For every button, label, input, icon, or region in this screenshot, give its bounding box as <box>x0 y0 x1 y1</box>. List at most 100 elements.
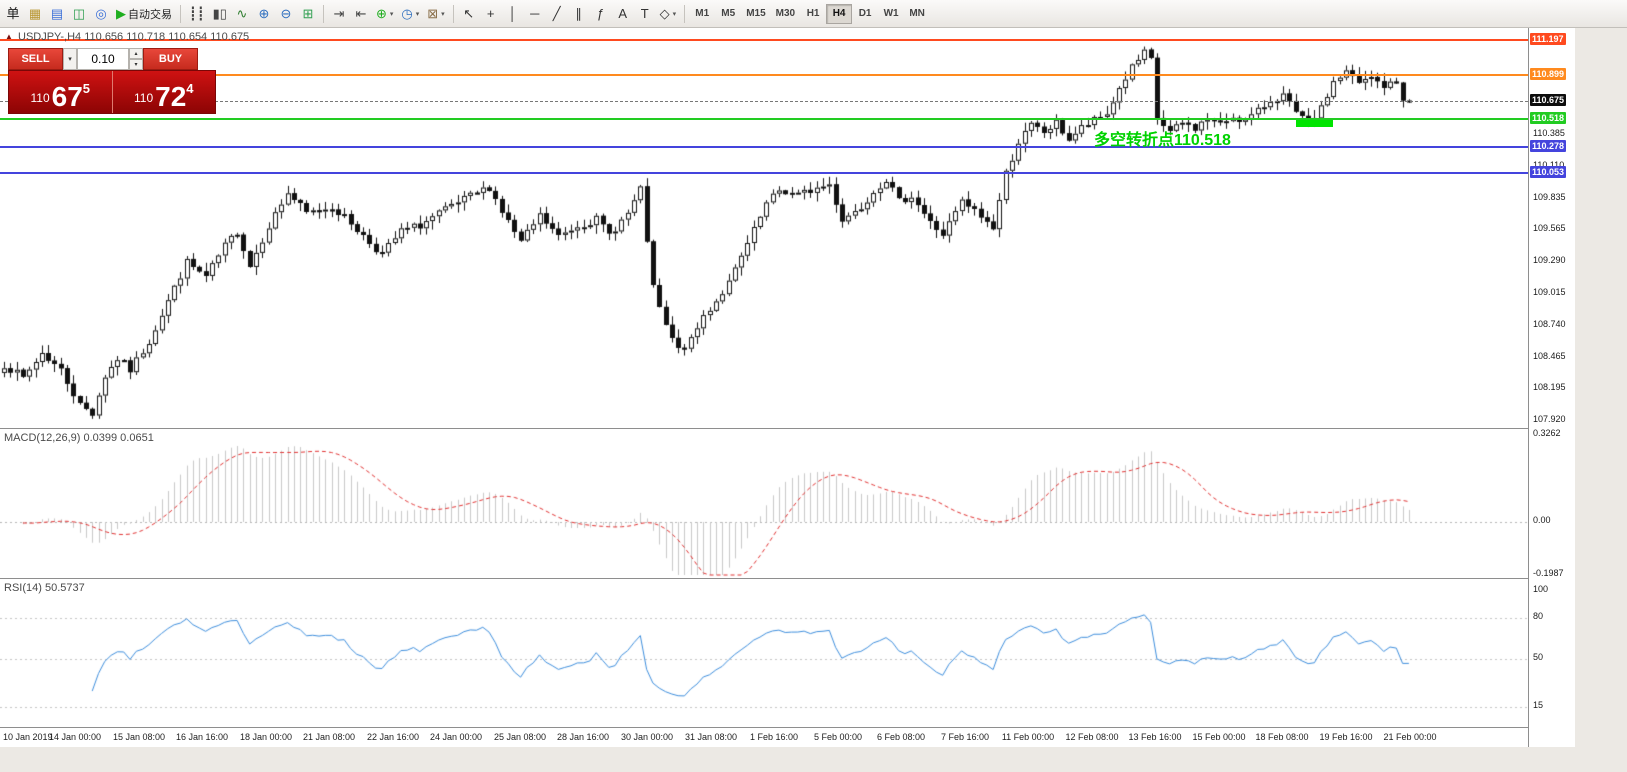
macd-canvas[interactable] <box>0 429 1528 578</box>
indicators-icon[interactable]: ⊕ ▾ <box>372 3 397 25</box>
time-axis-label: 14 Jan 00:00 <box>48 732 102 742</box>
price-level-line[interactable] <box>0 74 1528 76</box>
timeframe-w1-button[interactable]: W1 <box>878 4 904 24</box>
toolbar: 单 ▦ ▤ ◫ ◎ ▶ 自动交易 ┋┋ ▮▯ ∿ ⊕ ⊖ ⊞ ⇥ ⇤ ⊕ ▾ ◷ ▾ ⊠ ▾ ↖ + │ ─ ╱ ∥ ƒ A T ◇ ▾ M1 M… <box>0 0 1627 28</box>
chevron-down-icon: ▾ <box>389 10 394 18</box>
rsi-axis-label: 80 <box>1533 611 1544 621</box>
candle-chart-icon: ▮▯ <box>212 6 227 21</box>
toolbar-separator <box>180 4 181 23</box>
price-level-line[interactable] <box>0 172 1528 174</box>
templates-icon[interactable]: ⊠ ▾ <box>423 3 448 25</box>
highlight-marker[interactable] <box>1296 120 1333 127</box>
arrows-icon[interactable]: T <box>634 3 656 25</box>
chart-shift-icon[interactable]: ⇤ <box>350 3 372 25</box>
line-chart-icon[interactable]: ∿ <box>231 3 253 25</box>
buy-button[interactable]: BUY <box>143 48 198 70</box>
rsi-indicator-pane: RSI(14) 50.5737 <box>0 578 1528 727</box>
order-options-dropdown[interactable]: ▾ <box>63 48 77 70</box>
trendline-icon[interactable]: ╱ <box>546 3 568 25</box>
timeframe-m5-button[interactable]: M5 <box>715 4 741 24</box>
price-chart-canvas[interactable] <box>0 28 1528 428</box>
vertical-line-icon: │ <box>508 6 517 21</box>
macd-axis-label: 0.00 <box>1533 515 1551 525</box>
timeframe-m15-button[interactable]: M15 <box>741 4 770 24</box>
auto-trading-button[interactable]: ▶ 自动交易 <box>112 3 176 25</box>
rsi-axis-label: 50 <box>1533 652 1544 662</box>
time-axis-label: 11 Feb 00:00 <box>1001 732 1055 742</box>
timeframe-m30-button[interactable]: M30 <box>771 4 800 24</box>
channel-icon[interactable]: ∥ <box>568 3 590 25</box>
market-watch-icon[interactable]: ◫ <box>68 3 90 25</box>
price-axis[interactable]: 110.385 110.110 109.835 109.565 109.290 109.0… <box>1528 28 1575 747</box>
time-axis-label: 16 Jan 16:00 <box>175 732 229 742</box>
bid-ask-display: 110 67 5 110 72 4 <box>8 70 216 114</box>
toolbar-separator <box>452 4 454 23</box>
profiles-icon[interactable]: ▤ <box>46 3 68 25</box>
timeframe-h4-button[interactable]: H4 <box>826 3 853 24</box>
time-axis-label: 13 Feb 16:00 <box>1128 732 1182 742</box>
sell-price[interactable]: 110 67 5 <box>9 71 112 113</box>
time-axis-label: 15 Jan 08:00 <box>112 732 166 742</box>
rsi-label: RSI(14) 50.5737 <box>4 582 85 594</box>
fibonacci-icon[interactable]: ƒ <box>590 3 612 25</box>
templates-icon: ⊠ <box>427 6 439 21</box>
zoom-in-icon[interactable]: ⊕ <box>253 3 275 25</box>
zoom-out-icon[interactable]: ⊖ <box>275 3 297 25</box>
timeframe-m1-button[interactable]: M1 <box>689 4 715 24</box>
price-divider <box>111 71 113 113</box>
crosshair-icon[interactable]: + <box>480 3 502 25</box>
periods-icon[interactable]: ◷ ▾ <box>397 3 423 25</box>
price-level-line[interactable] <box>0 146 1528 148</box>
price-level-label: 111.197 <box>1530 33 1566 45</box>
shapes-icon[interactable]: ◇ ▾ <box>656 3 681 25</box>
volume-up-button[interactable]: ▴ <box>129 48 143 59</box>
navigator-icon[interactable]: ◎ <box>90 3 112 25</box>
sell-button[interactable]: SELL <box>8 48 63 70</box>
one-click-trading-panel: SELL ▾ ▴ ▾ BUY 110 67 5 110 72 <box>8 48 216 114</box>
time-axis-label: 1 Feb 16:00 <box>749 732 799 742</box>
auto-trading-label: 自动交易 <box>128 8 172 21</box>
time-axis-label: 7 Feb 16:00 <box>940 732 990 742</box>
time-axis-label: 21 Jan 08:00 <box>302 732 356 742</box>
rsi-canvas[interactable] <box>0 579 1528 727</box>
price-level-label: 110.053 <box>1530 166 1567 178</box>
auto-scroll-icon[interactable]: ⇥ <box>328 3 350 25</box>
bar-chart-icon: ┋┋ <box>189 6 205 21</box>
time-axis-label: 19 Feb 16:00 <box>1319 732 1373 742</box>
macd-axis-label: -0.1987 <box>1533 568 1564 578</box>
chevron-down-icon: ▾ <box>68 56 72 63</box>
price-level-line[interactable] <box>0 39 1528 41</box>
text-icon[interactable]: A <box>612 3 634 25</box>
price-tick-label: 110.385 <box>1533 128 1565 138</box>
fibonacci-icon: ƒ <box>597 6 605 21</box>
new-chart-icon[interactable]: ▦ <box>24 3 46 25</box>
volume-input[interactable] <box>77 48 129 70</box>
navigator-icon: ◎ <box>95 6 107 21</box>
price-level-line[interactable] <box>0 118 1528 120</box>
cursor-icon[interactable]: ↖ <box>458 3 480 25</box>
bar-chart-icon[interactable]: ┋┋ <box>185 3 209 25</box>
new-order-button[interactable]: 单 <box>2 3 24 25</box>
time-axis[interactable]: 10 Jan 2019 14 Jan 00:00 15 Jan 08:00 16 Ja… <box>0 727 1528 747</box>
price-tick-label: 110.110 <box>1533 160 1565 170</box>
toolbar-separator <box>322 4 324 23</box>
price-tick-label: 108.195 <box>1533 382 1566 392</box>
volume-down-button[interactable]: ▾ <box>129 59 143 70</box>
timeframe-h1-button[interactable]: H1 <box>800 4 826 24</box>
arrows-icon: T <box>640 6 649 21</box>
buy-price[interactable]: 110 72 4 <box>113 71 216 113</box>
cursor-icon: ↖ <box>463 6 475 21</box>
right-filler <box>1575 28 1627 772</box>
time-axis-label: 5 Feb 00:00 <box>813 732 863 742</box>
text-icon: A <box>618 6 627 21</box>
vertical-line-icon[interactable]: │ <box>502 3 524 25</box>
candle-chart-icon[interactable]: ▮▯ <box>209 3 231 25</box>
shapes-icon: ◇ <box>659 6 670 21</box>
crosshair-icon: + <box>486 6 495 21</box>
horizontal-line-icon[interactable]: ─ <box>524 3 546 25</box>
timeframe-mn-button[interactable]: MN <box>904 4 930 24</box>
time-axis-label: 12 Feb 08:00 <box>1065 732 1119 742</box>
grid-icon[interactable]: ⊞ <box>297 3 319 25</box>
timeframe-d1-button[interactable]: D1 <box>852 4 878 24</box>
